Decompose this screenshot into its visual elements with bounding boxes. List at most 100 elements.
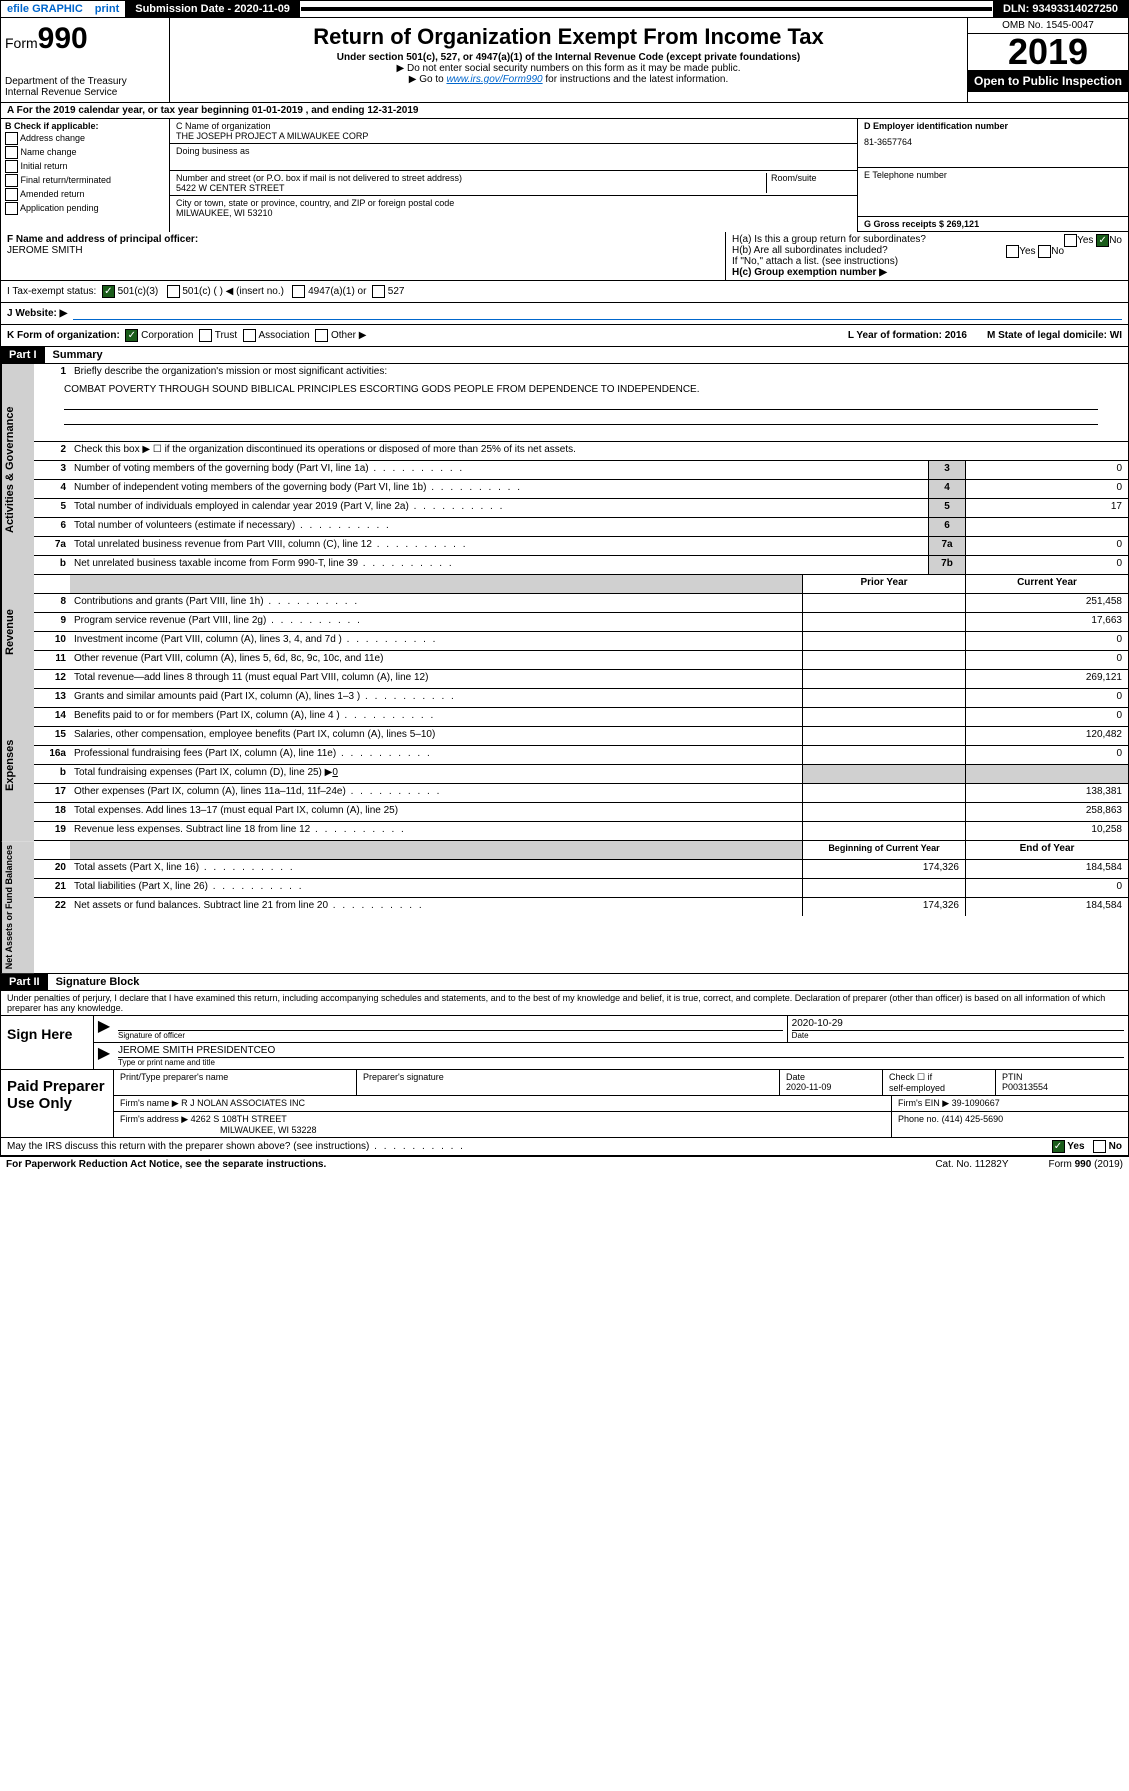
sig-officer-label: Signature of officer [118,1031,783,1040]
l21-value: 0 [965,879,1128,897]
l15-value: 120,482 [965,727,1128,745]
l10-label: Investment income (Part VIII, column (A)… [70,632,802,650]
state-domicile: M State of legal domicile: WI [987,330,1122,341]
side-governance: Activities & Governance [1,364,34,575]
self-emp-check[interactable]: Check ☐ if [889,1072,989,1083]
footer-catno: Cat. No. 11282Y [935,1159,1008,1170]
l4-label: Number of independent voting members of … [70,480,928,498]
col-b-checkboxes: B Check if applicable: Address change Na… [1,119,170,232]
form-org-label: K Form of organization: [7,330,120,341]
org-name: THE JOSEPH PROJECT A MILWAUKEE CORP [176,131,851,141]
irs-link[interactable]: www.irs.gov/Form990 [446,74,542,85]
l7b-value: 0 [965,556,1128,574]
dln: DLN: 93493314027250 [993,1,1128,17]
l11-label: Other revenue (Part VIII, column (A), li… [70,651,802,669]
l13-value: 0 [965,689,1128,707]
chk-pending[interactable]: Application pending [5,202,165,215]
ha-no-checked [1096,234,1109,247]
l16a-value: 0 [965,746,1128,764]
print-link[interactable]: print [89,1,125,17]
l5-value: 17 [965,499,1128,517]
l12-label: Total revenue—add lines 8 through 11 (mu… [70,670,802,688]
row-a-period: A For the 2019 calendar year, or tax yea… [0,103,1129,119]
l15-label: Salaries, other compensation, employee b… [70,727,802,745]
end-year-header: End of Year [965,841,1128,859]
discuss-label: May the IRS discuss this return with the… [7,1141,465,1152]
arrow-icon: ▶ [94,1016,114,1042]
l11-value: 0 [965,651,1128,669]
side-netassets: Net Assets or Fund Balances [1,841,34,973]
preparer-sig-label: Preparer's signature [357,1070,780,1095]
form-number: 990 [38,22,88,55]
submission-date: Submission Date - 2020-11-09 [125,1,301,17]
discuss-yes [1052,1140,1065,1153]
ha-label: H(a) Is this a group return for subordin… [732,234,926,245]
chk-final[interactable]: Final return/terminated [5,174,165,187]
l18-value: 258,863 [965,803,1128,821]
note-goto-post: for instructions and the latest informat… [543,74,729,85]
l3-label: Number of voting members of the governin… [70,461,928,479]
firm-name: R J NOLAN ASSOCIATES INC [181,1098,305,1108]
note-goto-pre: ▶ Go to [409,74,447,85]
l18-label: Total expenses. Add lines 13–17 (must eq… [70,803,802,821]
room-suite-label: Room/suite [766,173,851,193]
l17-value: 138,381 [965,784,1128,802]
dept-treasury: Department of the Treasury [5,76,165,87]
firm-addr2: MILWAUKEE, WI 53228 [120,1125,885,1135]
chk-name[interactable]: Name change [5,146,165,159]
footer-formno: Form 990 (2019) [1049,1159,1123,1170]
ptin-value: P00313554 [1002,1082,1122,1092]
l14-label: Benefits paid to or for members (Part IX… [70,708,802,726]
l22-prior: 174,326 [802,898,965,916]
firm-phone: (414) 425-5690 [942,1114,1004,1124]
l2-label: Check this box ▶ ☐ if the organization d… [70,442,1128,460]
l16b-label: Total fundraising expenses (Part IX, col… [70,765,802,783]
l20-label: Total assets (Part X, line 16) [70,860,802,878]
part1-header: Part I [1,347,45,363]
form-subtitle: Under section 501(c), 527, or 4947(a)(1)… [174,52,963,63]
officer-name: JEROME SMITH [7,245,719,256]
side-expenses: Expenses [1,689,34,841]
part1-title: Summary [45,347,111,363]
chk-initial[interactable]: Initial return [5,160,165,173]
l1-label: Briefly describe the organization's miss… [70,364,1128,382]
part2-title: Signature Block [48,974,148,990]
dba-label: Doing business as [176,146,851,156]
hc-label: H(c) Group exemption number ▶ [732,267,1122,278]
officer-typed-name: JEROME SMITH PRESIDENTCEO [118,1045,1124,1058]
l3-value: 0 [965,461,1128,479]
phone-label: E Telephone number [858,168,1128,217]
l21-label: Total liabilities (Part X, line 26) [70,879,802,897]
chk-amended[interactable]: Amended return [5,188,165,201]
mission-text: COMBAT POVERTY THROUGH SOUND BIBLICAL PR… [64,384,1098,395]
prior-year-header: Prior Year [802,575,965,593]
side-revenue: Revenue [1,575,34,689]
l6-label: Total number of volunteers (estimate if … [70,518,928,536]
street-address: 5422 W CENTER STREET [176,183,766,193]
gross-receipts: G Gross receipts $ 269,121 [858,217,1128,232]
irs-label: Internal Revenue Service [5,87,165,98]
chk-address[interactable]: Address change [5,132,165,145]
firm-addr1: 4262 S 108TH STREET [191,1114,287,1124]
spacer [301,7,993,11]
declaration-text: Under penalties of perjury, I declare th… [0,991,1129,1016]
ein-value: 81-3657764 [864,137,1122,147]
l7b-label: Net unrelated business taxable income fr… [70,556,928,574]
l16a-label: Professional fundraising fees (Part IX, … [70,746,802,764]
part2-header: Part II [1,974,48,990]
org-name-label: C Name of organization [176,121,851,131]
firm-addr-label: Firm's address ▶ [120,1114,188,1124]
city-label: City or town, state or province, country… [176,198,851,208]
l10-value: 0 [965,632,1128,650]
addr-label: Number and street (or P.O. box if mail i… [176,173,766,183]
prep-date: 2020-11-09 [786,1082,876,1092]
sig-date-label: Date [792,1031,1124,1040]
l7a-value: 0 [965,537,1128,555]
year-formation: L Year of formation: 2016 [848,330,967,341]
paid-preparer-label: Paid Preparer Use Only [1,1070,114,1137]
efile-link[interactable]: efile GRAPHIC [1,1,89,17]
top-bar: efile GRAPHIC print Submission Date - 20… [0,0,1129,18]
l8-label: Contributions and grants (Part VIII, lin… [70,594,802,612]
firm-name-label: Firm's name ▶ [120,1098,179,1108]
l19-value: 10,258 [965,822,1128,840]
